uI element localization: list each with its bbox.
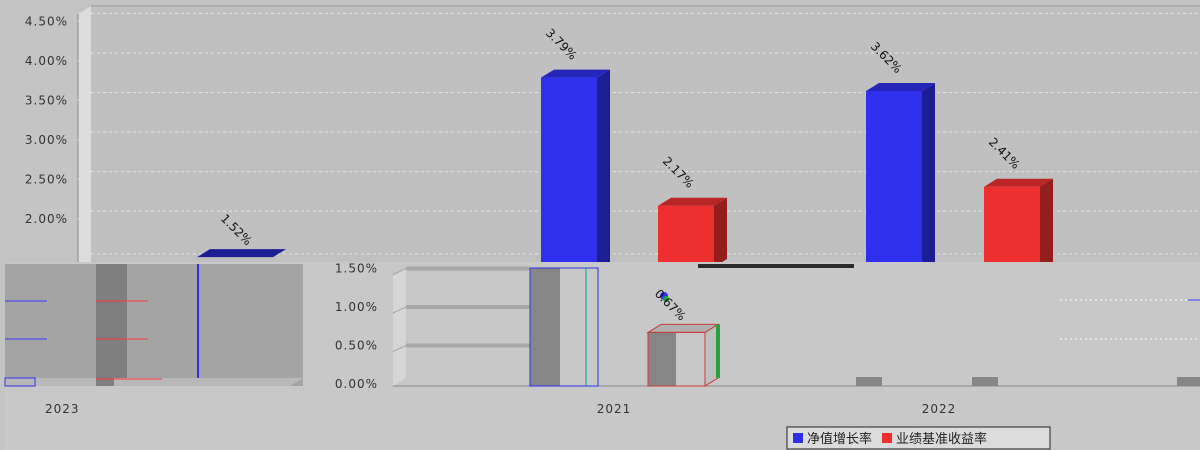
bar-top [984, 178, 1053, 187]
gridline-slant [77, 171, 92, 181]
bar-top [197, 249, 286, 258]
y-tick-label: 0.00% [335, 377, 378, 391]
y-tick-label: 2.00% [25, 212, 68, 226]
marker [663, 296, 669, 302]
y-tick-label: 2.50% [25, 173, 68, 187]
gridline-slant [77, 210, 92, 220]
y-tick-label: 0.50% [335, 339, 378, 353]
y-tick-label: 3.50% [25, 94, 68, 108]
inset-box-green-edge [716, 324, 720, 378]
bar-top [658, 197, 727, 206]
inset-bar-outline [529, 267, 599, 387]
x-category-label: 2021 [597, 402, 632, 416]
inset-gridline [392, 268, 407, 275]
y-tick-label: 4.00% [25, 54, 68, 68]
bar [658, 197, 727, 267]
legend-swatch [793, 433, 803, 443]
bar-side [714, 197, 727, 267]
bar-base [856, 377, 882, 386]
x-category-label: 2022 [922, 402, 957, 416]
legend-box [786, 426, 1051, 450]
inset-y-wall [393, 268, 406, 386]
inset-bar [530, 268, 560, 386]
inset-gridline [392, 345, 407, 352]
inset-box-shade [648, 332, 676, 386]
inset-gridline [406, 266, 530, 271]
bar-top [866, 83, 935, 92]
left-panel [5, 264, 303, 386]
gridline-slant [77, 131, 92, 141]
left-panel-floor [5, 378, 303, 386]
inset-gridline [406, 343, 530, 348]
bar-fragment [197, 264, 199, 378]
dark-bar-line [698, 264, 854, 268]
gridline-slant [77, 92, 92, 101]
gridline-slant [77, 12, 92, 22]
legend-swatch [882, 433, 892, 443]
y-tick-label: 4.50% [25, 14, 68, 28]
inset-gridline [406, 305, 530, 309]
bar-base [1177, 377, 1200, 386]
legend-label: 净值增长率 [807, 431, 872, 447]
y-tick-label: 3.00% [25, 133, 68, 147]
y-tick-label: 1.00% [335, 300, 378, 314]
x-category-label: 2023 [45, 402, 80, 416]
legend-label: 业绩基准收益率 [896, 431, 987, 447]
gridline-slant [77, 52, 92, 62]
y-tick-label: 1.50% [335, 262, 378, 276]
bar-top [541, 69, 610, 78]
left-panel-shade [96, 264, 127, 386]
inset-gridline [392, 306, 407, 314]
bar-front [658, 205, 714, 267]
bar-base [972, 377, 998, 386]
bar-fragment [96, 378, 114, 386]
legend: 净值增长率 业绩基准收益率 [786, 426, 1051, 450]
bar-fragment [4, 377, 36, 387]
